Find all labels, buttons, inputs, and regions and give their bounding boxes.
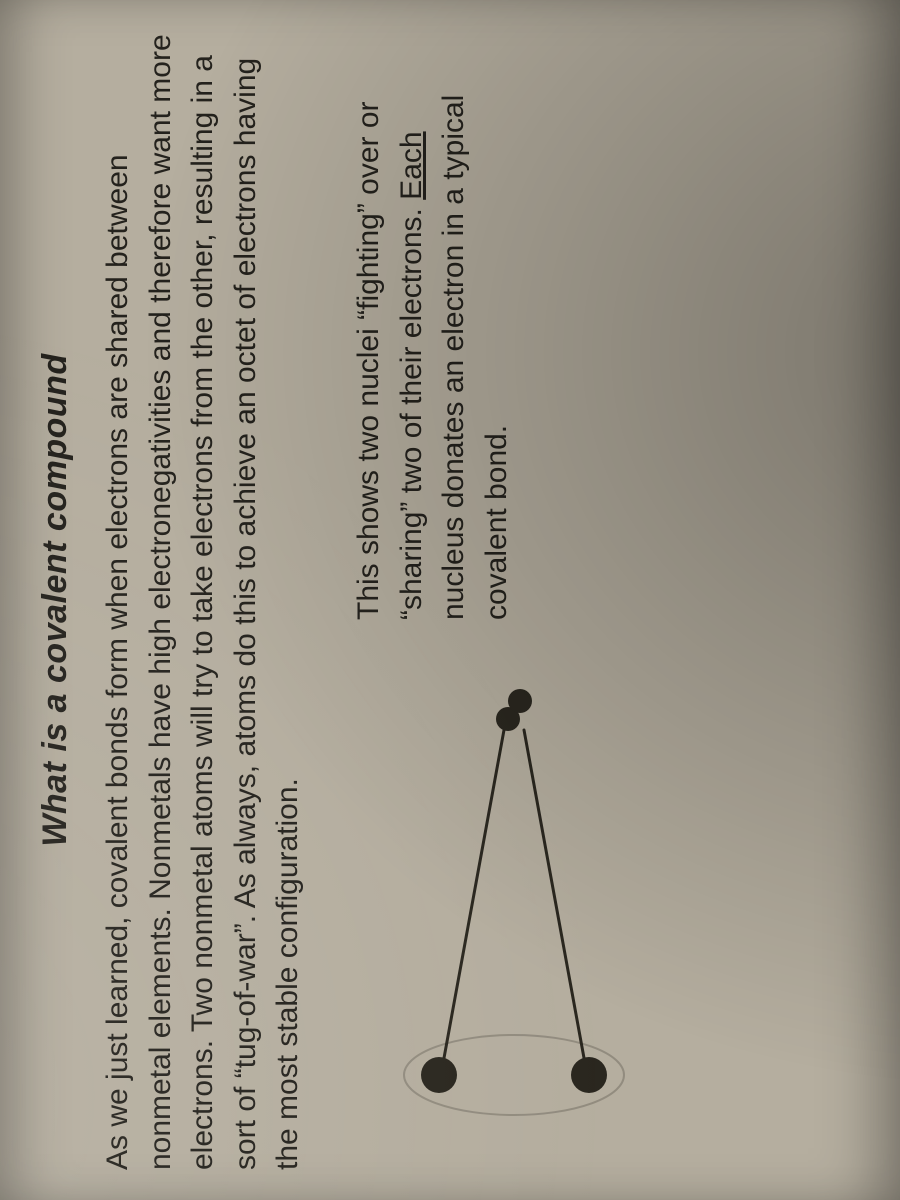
figure-caption: This shows two nuclei “fighting” over or… [344, 30, 664, 620]
section-title: What is a covalent compound [36, 30, 75, 1170]
covalent-bond-diagram [344, 650, 664, 1170]
figure-row: This shows two nuclei “fighting” over or… [344, 30, 664, 1170]
covalent-bond-svg [344, 650, 664, 1170]
caption-underlined: Each [395, 131, 428, 199]
body-paragraph: As we just learned, covalent bonds form … [97, 30, 310, 1170]
caption-text-post: nucleus donates an electron in a typical… [437, 95, 513, 620]
textbook-page: What is a covalent compound As we just l… [0, 0, 900, 1200]
